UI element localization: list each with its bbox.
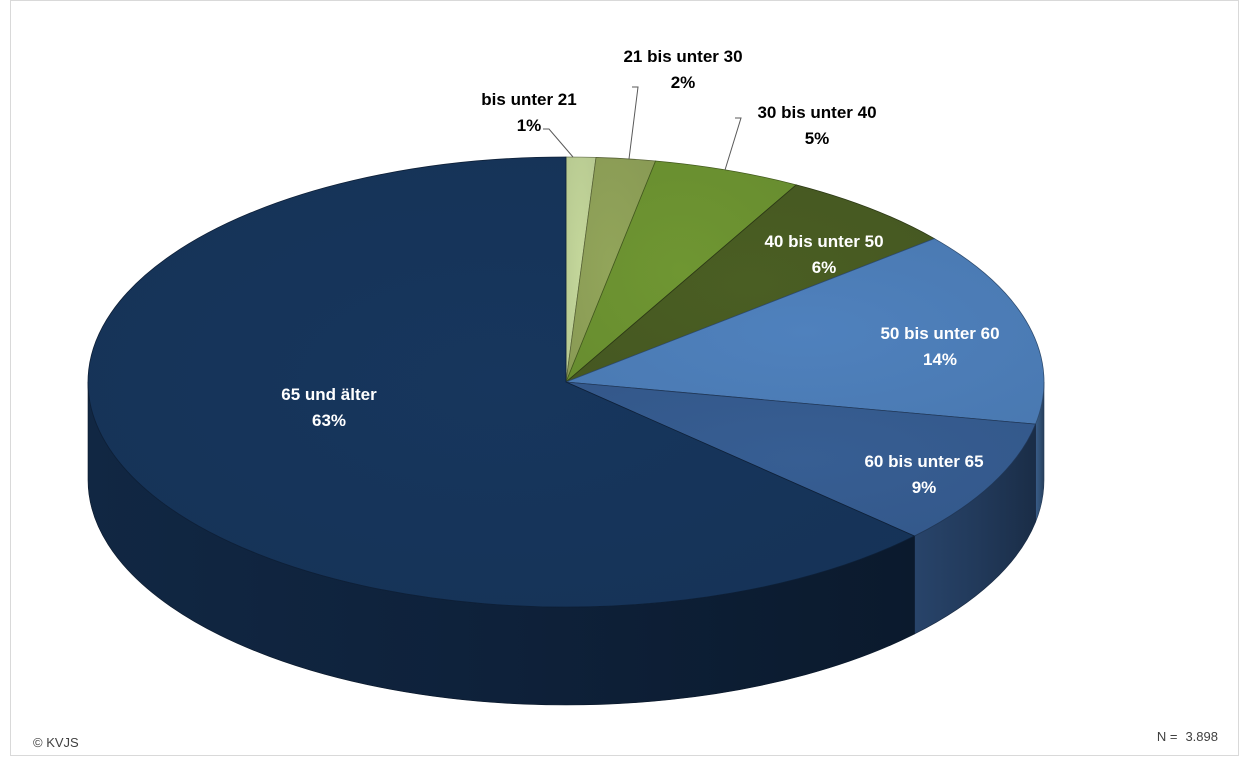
slice-label-3: 30 bis unter 40 — [757, 103, 876, 122]
chart-frame: bis unter 21 1% 21 bis unter 30 2% 30 bis un… — [10, 0, 1239, 756]
slice-label-1: bis unter 21 — [481, 90, 576, 109]
leader-line-2 — [628, 86, 639, 160]
slice-value-3: 5% — [805, 129, 830, 148]
pie-slice-7 — [87, 156, 916, 608]
pie-slice-4 — [565, 184, 936, 383]
copyright-note: © KVJS — [33, 735, 79, 750]
slice-label-4: 40 bis unter 50 — [764, 232, 883, 251]
slice-value-2: 2% — [671, 73, 696, 92]
slice-label-5: 50 bis unter 60 — [880, 324, 999, 343]
sample-size-prefix: N = — [1156, 729, 1178, 744]
slice-value-5: 14% — [923, 350, 957, 369]
pie-labels: bis unter 21 1% 21 bis unter 30 2% 30 bis un… — [281, 47, 999, 497]
pie-slice-6 — [565, 381, 1037, 537]
slice-value-6: 9% — [912, 478, 937, 497]
pie-slice-5 — [565, 238, 1045, 425]
sample-size-value: 3.898 — [1185, 729, 1218, 744]
leader-line-3 — [724, 117, 742, 171]
pie-slice-3 — [565, 160, 798, 383]
slice-value-1: 1% — [517, 116, 542, 135]
slice-label-6: 60 bis unter 65 — [864, 452, 983, 471]
slice-label-2: 21 bis unter 30 — [623, 47, 742, 66]
pie-chart: bis unter 21 1% 21 bis unter 30 2% 30 bis un… — [87, 47, 1045, 706]
sample-size: N = 3.898 — [1157, 729, 1218, 744]
pie-top-faces — [87, 156, 1045, 608]
slice-value-7: 63% — [312, 411, 346, 430]
slice-label-7: 65 und älter — [281, 385, 377, 404]
slice-value-4: 6% — [812, 258, 837, 277]
leader-line-1 — [543, 128, 574, 158]
